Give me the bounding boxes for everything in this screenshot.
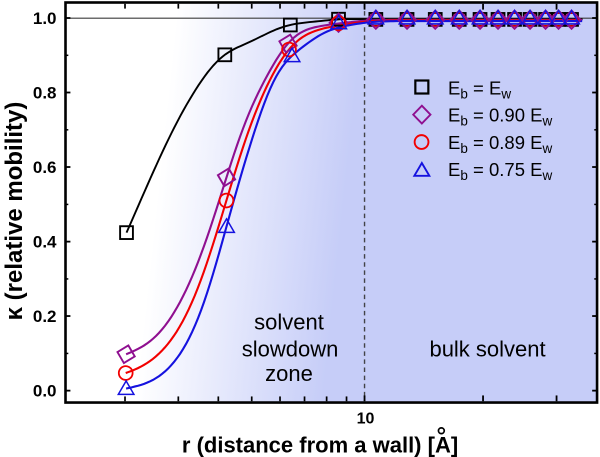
svg-text:0.8: 0.8 [33, 84, 57, 103]
svg-text:0.2: 0.2 [33, 307, 57, 326]
svg-text:zone: zone [265, 361, 313, 386]
svg-text:10: 10 [357, 410, 375, 427]
svg-text:Eb = Ew: Eb = Ew [448, 77, 511, 101]
svg-text:0.0: 0.0 [33, 382, 57, 401]
svg-text:κ (relative mobility): κ (relative mobility) [1, 102, 28, 321]
svg-text:r (distance from a wall) [A]: r (distance from a wall) [A] [182, 433, 458, 457]
svg-text:slowdown: slowdown [242, 337, 339, 362]
svg-text:0.4: 0.4 [33, 233, 57, 252]
svg-text:1.0: 1.0 [33, 9, 57, 28]
svg-text:solvent: solvent [254, 310, 324, 335]
svg-text:0.6: 0.6 [33, 158, 57, 177]
svg-text:bulk solvent: bulk solvent [429, 337, 545, 362]
